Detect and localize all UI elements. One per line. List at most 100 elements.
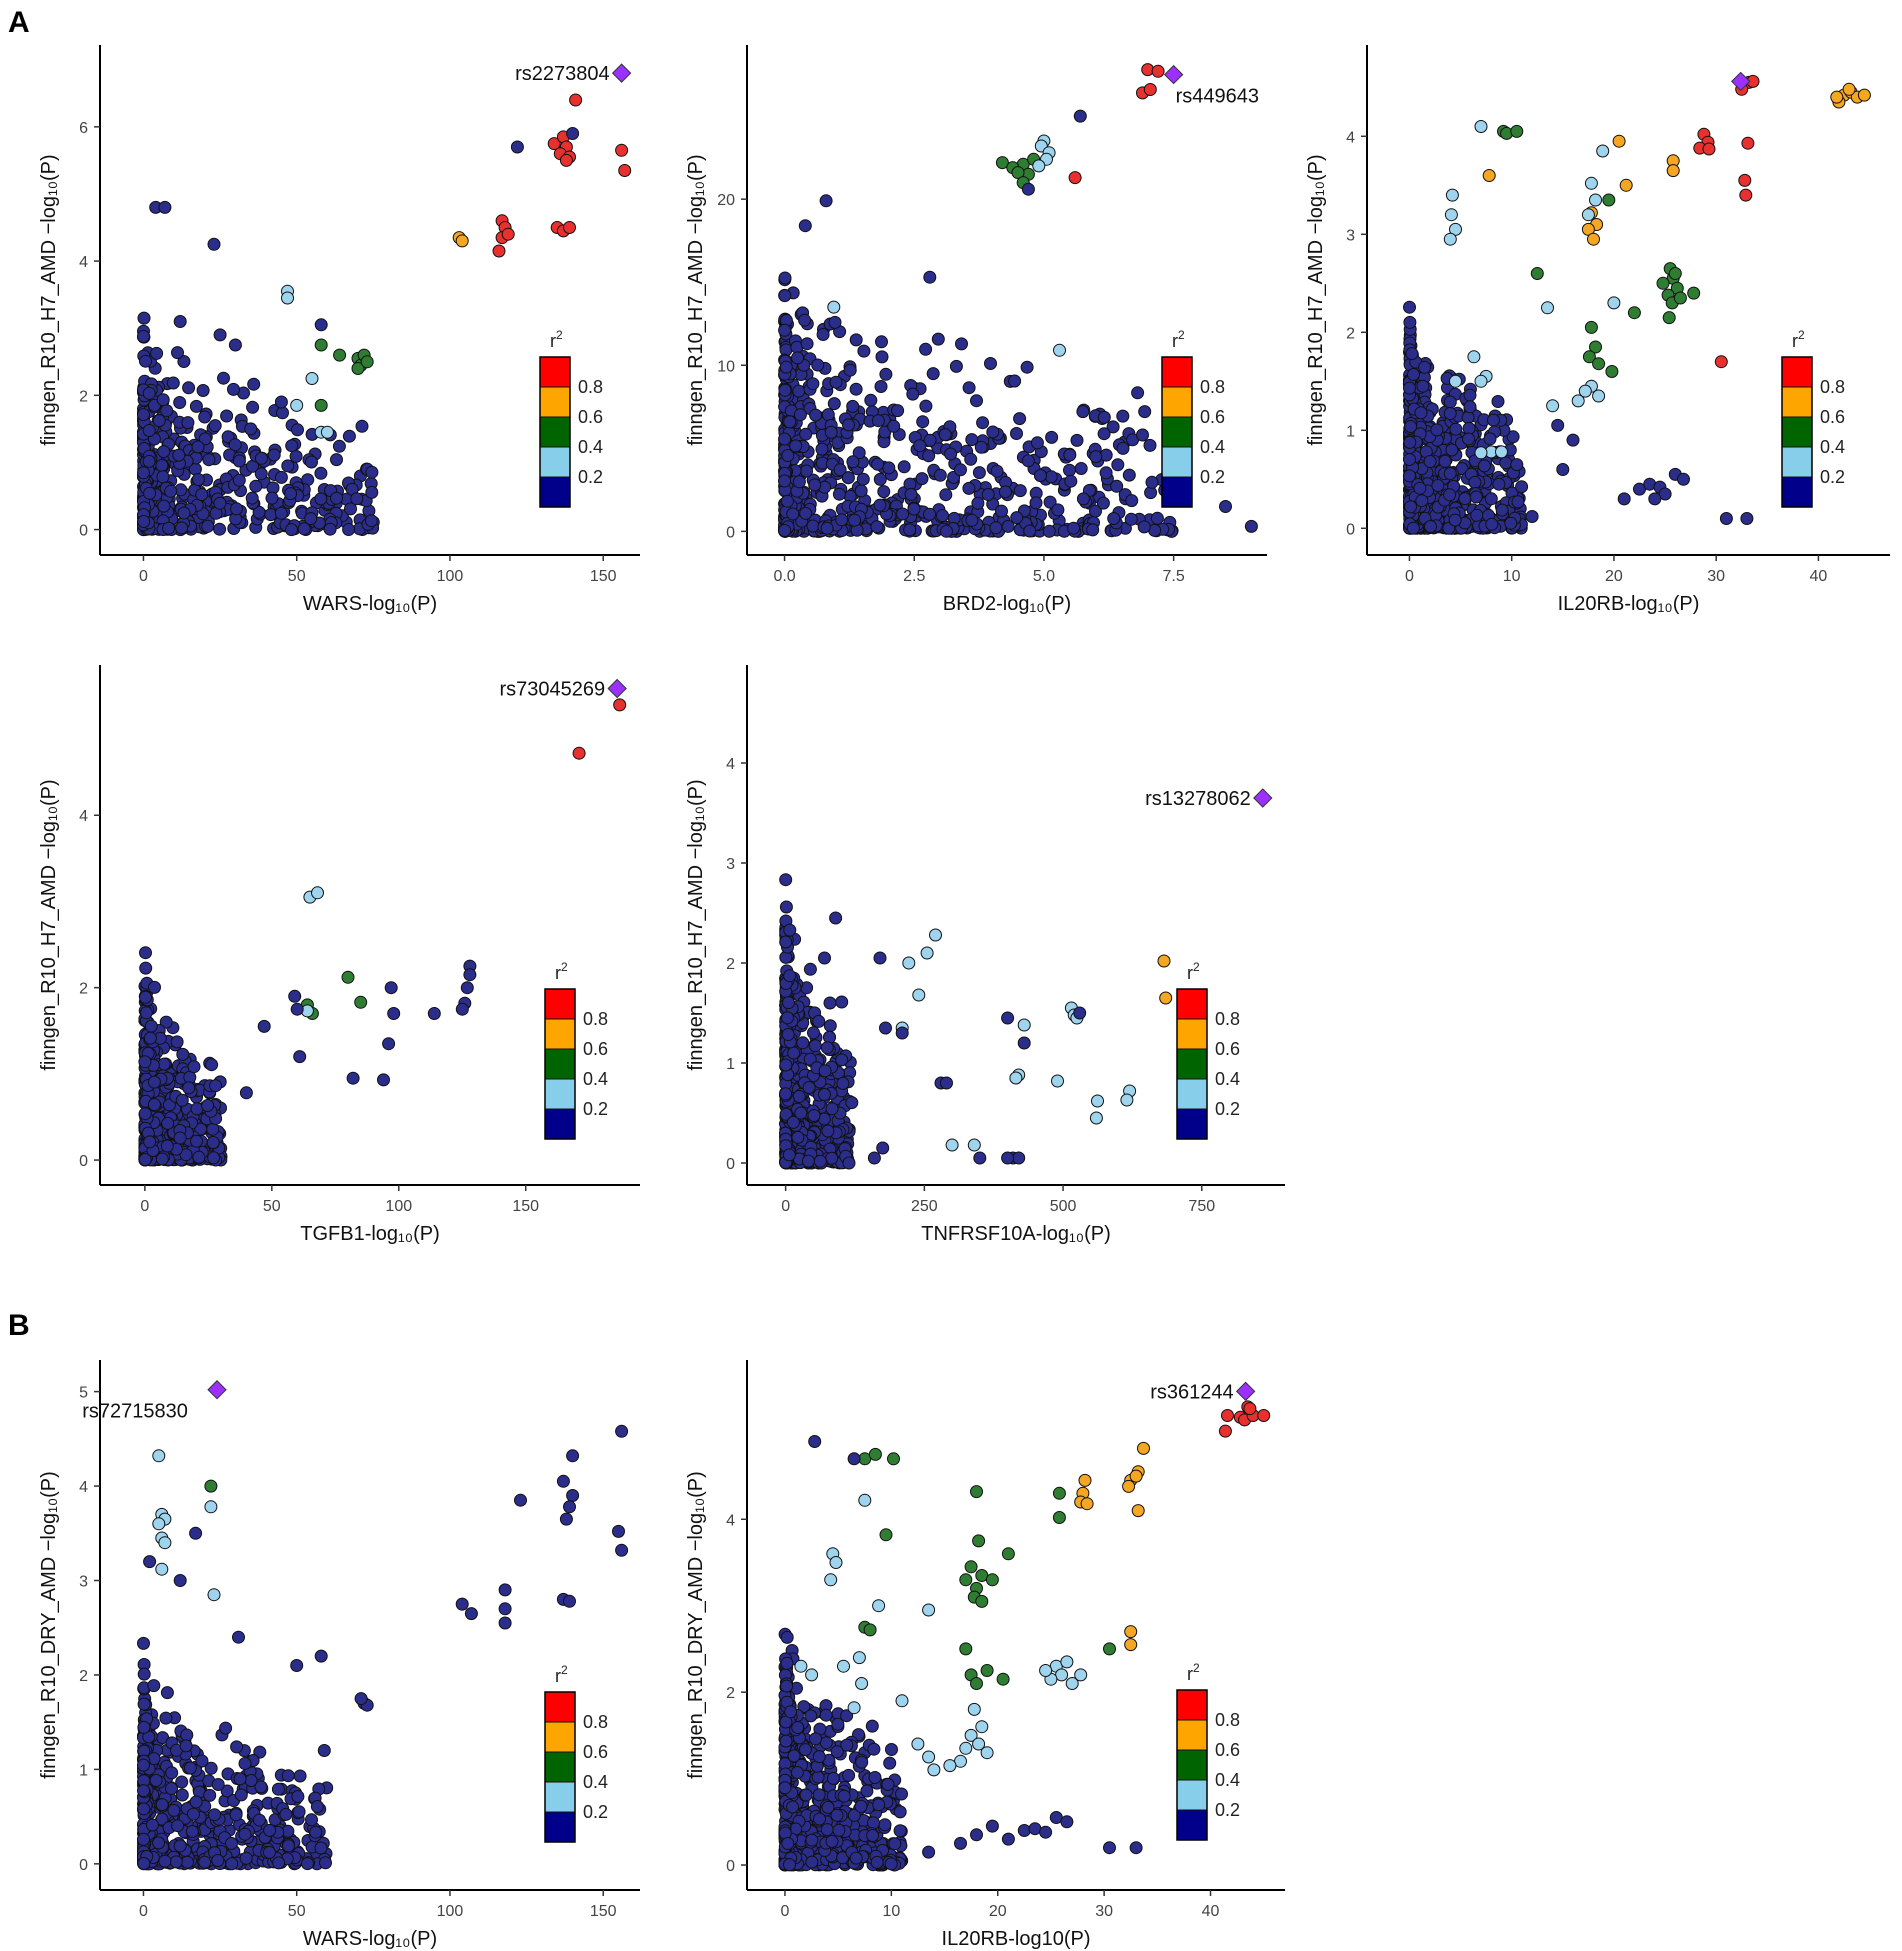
- snp-point: [804, 1709, 818, 1723]
- snp-point-green: [1001, 1547, 1015, 1561]
- snp-point: [884, 1857, 898, 1871]
- snp-point: [791, 351, 804, 365]
- snp-point-light: [281, 291, 294, 305]
- snp-point: [291, 1790, 305, 1803]
- legend-color-box: [1176, 988, 1208, 1020]
- x-tick-label: 150: [590, 1903, 617, 1920]
- snp-point: [962, 381, 976, 395]
- y-tick-label: 2: [726, 956, 735, 973]
- x-tick-label: 40: [1810, 568, 1828, 585]
- snp-point: [1043, 495, 1057, 509]
- snp-point-low: [173, 315, 187, 328]
- snp-point-low: [1136, 428, 1149, 442]
- snp-point: [1403, 435, 1417, 449]
- legend-color-box: [544, 988, 576, 1020]
- snp-point-low: [274, 395, 288, 409]
- snp-point: [1097, 427, 1111, 441]
- x-tick-label: 30: [1095, 1903, 1113, 1920]
- x-tick-label: 50: [288, 568, 306, 585]
- snp-point: [164, 484, 178, 498]
- x-tick-label: 150: [512, 1198, 539, 1215]
- snp-point-low: [1001, 1011, 1015, 1025]
- snp-point: [965, 513, 979, 527]
- snp-point: [1443, 395, 1457, 409]
- legend-label: 0.4: [1820, 437, 1845, 457]
- legend-color-box: [544, 1018, 576, 1050]
- snp-point: [891, 404, 905, 418]
- snp-point: [779, 873, 793, 887]
- snp-point: [139, 946, 152, 960]
- snp-point: [792, 1090, 806, 1103]
- snp-point-low: [818, 951, 831, 965]
- snp-point: [778, 474, 792, 488]
- snp-point: [263, 1823, 277, 1837]
- snp-point: [1424, 520, 1437, 533]
- snp-point-mid: [1587, 232, 1600, 246]
- snp-point: [159, 1711, 173, 1725]
- snp-point: [1414, 406, 1428, 420]
- snp-point: [871, 414, 885, 428]
- snp-point: [137, 1667, 151, 1681]
- snp-point: [809, 1732, 822, 1746]
- snp-point: [365, 485, 379, 499]
- snp-point: [989, 521, 1003, 535]
- snp-point-low: [563, 1500, 576, 1514]
- snp-point: [893, 1824, 907, 1838]
- snp-point: [1063, 448, 1077, 462]
- x-axis-title: IL20RB-log₁₀(P): [1558, 593, 1700, 615]
- snp-point: [190, 1134, 203, 1148]
- snp-point-light: [902, 956, 916, 970]
- snp-point: [142, 386, 156, 400]
- snp-point-light: [1592, 389, 1606, 403]
- y-axis-title: finngen_R10_H7_AMD −log₁₀(P): [38, 779, 60, 1070]
- snp-point: [842, 418, 855, 432]
- legend-title-sup: 2: [561, 1663, 568, 1677]
- snp-point-light: [794, 1659, 808, 1673]
- snp-point-low: [566, 127, 580, 140]
- legend-label: 0.6: [583, 1039, 608, 1059]
- snp-point: [182, 1081, 196, 1095]
- snp-point-mid: [1122, 1479, 1136, 1493]
- snp-point: [849, 1851, 863, 1865]
- snp-point: [792, 384, 806, 398]
- snp-point: [984, 357, 997, 370]
- snp-point: [798, 313, 812, 327]
- snp-point-low: [1060, 1815, 1074, 1829]
- snp-point: [292, 1805, 306, 1819]
- snp-point-high: [1714, 355, 1728, 369]
- y-tick-label: 4: [726, 756, 735, 773]
- snp-point: [778, 1781, 792, 1795]
- snp-point: [1042, 524, 1056, 538]
- snp-point-low: [244, 422, 258, 436]
- snp-point: [1116, 441, 1130, 455]
- snp-point-low: [612, 1524, 625, 1538]
- snp-point-green: [879, 1528, 893, 1542]
- y-tick-label: 1: [1346, 423, 1355, 440]
- snp-point: [1097, 410, 1111, 424]
- snp-point: [864, 393, 878, 407]
- x-tick-label: 20: [989, 1903, 1007, 1920]
- snp-point: [137, 1784, 150, 1798]
- snp-point-green: [1668, 267, 1682, 280]
- snp-point: [344, 502, 357, 516]
- x-tick-label: 50: [288, 1903, 306, 1920]
- snp-point-low: [510, 140, 524, 154]
- snp-point: [1469, 490, 1483, 504]
- snp-point-light: [922, 1750, 936, 1764]
- snp-point: [160, 404, 174, 418]
- snp-point: [820, 1041, 834, 1055]
- snp-point-light: [1051, 1074, 1064, 1088]
- snp-point-light: [827, 300, 841, 314]
- y-axis-title: finngen_R10_H7_AMD −log₁₀(P): [685, 779, 707, 1070]
- y-tick-label: 10: [717, 358, 735, 375]
- y-tick-label: 0: [79, 1857, 88, 1874]
- snp-point: [137, 1857, 151, 1870]
- snp-point: [802, 1081, 816, 1094]
- snp-point: [831, 1717, 845, 1731]
- snp-point: [285, 523, 298, 537]
- snp-point-mid: [1159, 991, 1173, 1005]
- snp-point: [173, 396, 187, 409]
- snp-point-low: [876, 1141, 890, 1155]
- snp-point: [1403, 315, 1417, 329]
- snp-point: [169, 1855, 183, 1869]
